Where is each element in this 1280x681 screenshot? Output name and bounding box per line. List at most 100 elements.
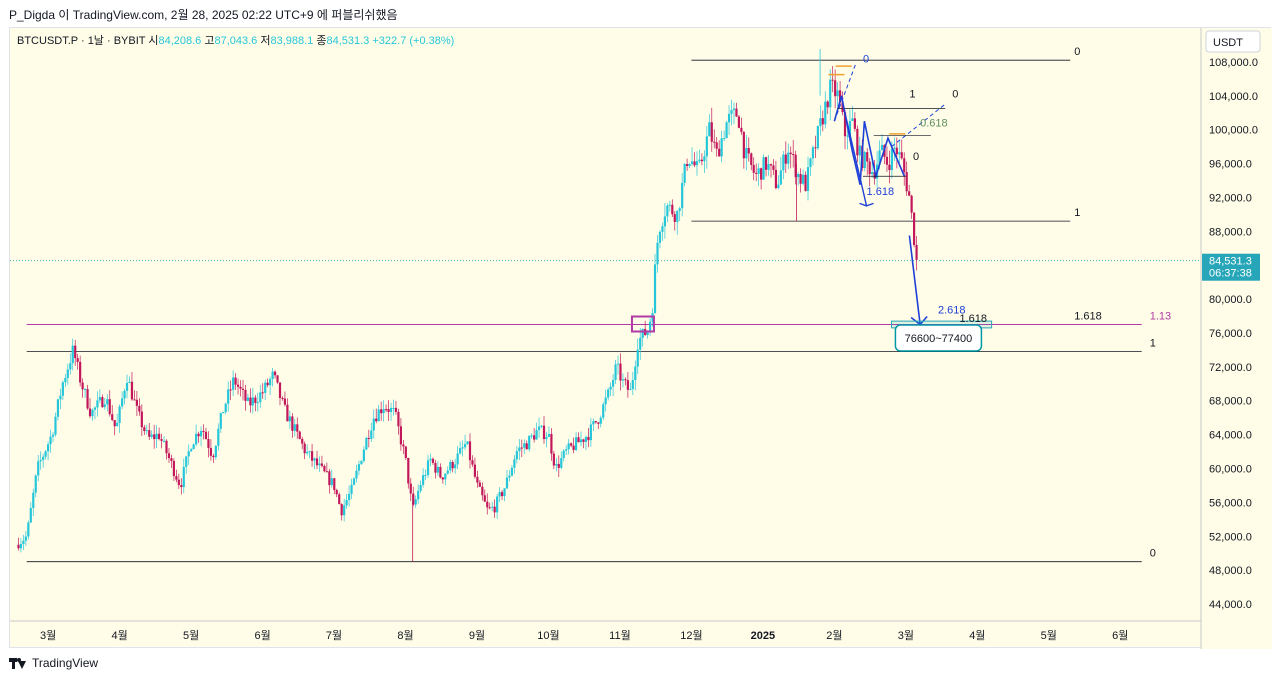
candle-body: [678, 208, 681, 211]
candle-body: [821, 118, 824, 125]
candle-body: [777, 184, 780, 189]
candle-body: [757, 168, 760, 174]
candle-body: [629, 389, 632, 391]
publish-caption: P_Digda 이 TradingView.com, 2월 28, 2025 0…: [9, 8, 398, 22]
candle-body: [794, 154, 797, 178]
x-tick-label: 2025: [751, 630, 775, 642]
candle-body: [577, 437, 580, 443]
candle-body: [303, 443, 306, 454]
candle-body: [769, 164, 773, 166]
candle-body: [500, 492, 504, 497]
candle-body: [367, 437, 370, 439]
candle-body: [27, 522, 30, 537]
candle-body: [762, 157, 765, 180]
candle-body: [915, 244, 918, 260]
candle-body: [37, 461, 40, 476]
candle-body: [784, 154, 787, 164]
candle-body: [698, 159, 701, 162]
candle-body: [903, 158, 906, 173]
y-tick-label: 48,000.0: [1209, 565, 1252, 577]
candle-body: [96, 400, 99, 408]
candle-body: [634, 366, 637, 381]
candle-body: [597, 422, 600, 424]
candle-body: [718, 148, 721, 157]
candle-body: [471, 460, 474, 465]
candle-body: [843, 112, 847, 137]
candle-body: [155, 433, 158, 440]
candle-body: [229, 389, 232, 391]
candle-body: [172, 460, 176, 477]
candle-body: [836, 90, 839, 97]
candle-body: [347, 493, 351, 501]
candle-body: [219, 413, 222, 429]
legend-part: 저: [260, 34, 270, 47]
candle-body: [103, 404, 106, 408]
candle-body: [17, 544, 20, 549]
x-tick-label: 11월: [609, 629, 631, 642]
legend-part: 87,043.6: [214, 35, 260, 47]
candle-body: [335, 489, 338, 495]
candle-body: [814, 147, 817, 149]
candle-body: [101, 397, 104, 408]
candle-body: [135, 399, 138, 406]
candle-body: [325, 471, 328, 473]
price-chart[interactable]: USDT 44,000.0 48,000.0 52,000.0 56,000.0 60,0…: [10, 28, 1272, 649]
level-label: 0: [1150, 548, 1156, 560]
candle-body: [422, 475, 425, 485]
candle-body: [545, 436, 548, 440]
candle-body: [579, 439, 583, 443]
candle-body: [298, 431, 301, 439]
candle-body: [550, 434, 553, 454]
candle-body: [866, 152, 869, 162]
candle-body: [375, 418, 378, 422]
candle-body: [555, 463, 558, 466]
candle-body: [293, 424, 296, 431]
candle-body: [185, 456, 188, 467]
candle-body: [34, 475, 37, 493]
x-tick-label: 3월: [898, 629, 914, 642]
candle-body: [158, 433, 161, 440]
candle-body: [755, 172, 758, 174]
pattern-arrow: [842, 104, 868, 207]
candle-body: [429, 458, 432, 461]
x-tick-label: 5월: [183, 629, 199, 642]
candle-body: [789, 152, 792, 155]
candle-body: [908, 191, 911, 196]
pattern-arrow-head: [859, 202, 874, 207]
candle-body: [671, 204, 674, 215]
candle-body: [705, 136, 708, 157]
candle-body: [898, 152, 901, 155]
candle-body: [858, 145, 861, 156]
legend-text: BTCUSDT.P · 1날 · BYBIT 시84,208.6 고87,043…: [17, 34, 454, 47]
candle-body: [737, 116, 741, 128]
chart-area[interactable]: USDT 44,000.0 48,000.0 52,000.0 56,000.0 60,0…: [9, 27, 1272, 649]
candle-body: [365, 437, 368, 450]
candle-body: [180, 485, 183, 488]
pattern-label: 2.618: [938, 304, 966, 316]
candle-body: [686, 163, 689, 167]
candle-body: [234, 377, 237, 385]
legend-part: +322.7 (+0.38%): [372, 35, 454, 47]
candle-body: [582, 439, 585, 442]
candle-body: [750, 153, 753, 165]
candle-body: [609, 386, 612, 390]
candle-body: [239, 386, 242, 389]
candle-body: [572, 445, 575, 451]
candle-body: [831, 79, 834, 81]
candle-body: [217, 428, 220, 446]
currency-label: USDT: [1213, 37, 1243, 49]
candle-body: [715, 142, 718, 149]
candle-body: [895, 147, 898, 155]
candle-body: [871, 172, 874, 175]
candle-body: [693, 161, 696, 166]
x-tick-label: 4월: [112, 629, 128, 642]
candle-body: [323, 465, 326, 472]
level-label: 1: [1150, 338, 1156, 350]
x-tick-label: 9월: [469, 629, 485, 642]
pattern-label: 0: [863, 54, 869, 66]
y-tick-label: 72,000.0: [1209, 362, 1252, 374]
candle-body: [79, 361, 82, 383]
candle-body: [607, 389, 610, 398]
candle-body: [688, 163, 691, 167]
candle-body: [510, 467, 514, 476]
